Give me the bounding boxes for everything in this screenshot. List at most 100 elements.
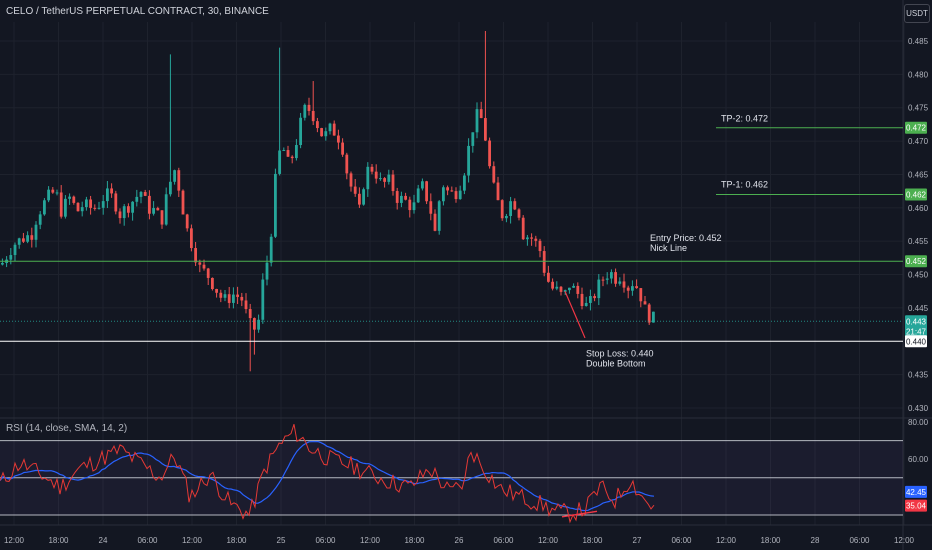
candle-body xyxy=(635,286,638,289)
candle-body xyxy=(467,145,470,176)
stop-tag: 0.440 xyxy=(906,337,927,346)
stop-sublabel: Double Bottom xyxy=(586,358,646,368)
time-tick: 12:00 xyxy=(894,536,915,545)
candle-body xyxy=(328,123,332,132)
candle-body xyxy=(471,132,475,146)
time-tick: 18:00 xyxy=(48,536,69,545)
candle-body xyxy=(173,170,176,182)
rsi-line xyxy=(0,424,655,524)
time-tick: 12:00 xyxy=(4,536,25,545)
entry-sublabel: Nick Line xyxy=(650,243,687,253)
candle-body xyxy=(563,290,567,292)
candle-body xyxy=(101,201,105,208)
candle-body xyxy=(152,208,155,214)
candle-body xyxy=(286,150,290,157)
candle-body xyxy=(244,300,248,310)
candle-body xyxy=(458,190,462,200)
candle-body xyxy=(404,195,407,200)
rsi-sma-tag-bg xyxy=(905,485,927,498)
candle-body xyxy=(139,192,143,197)
countdown-tag: 21:47 xyxy=(906,327,927,336)
candle-body xyxy=(13,244,17,256)
candle-body xyxy=(454,191,458,200)
candle-body xyxy=(122,206,126,219)
candle-body xyxy=(597,279,601,299)
candle-body xyxy=(156,208,160,211)
tp1-tag-bg xyxy=(905,188,927,201)
candle-body xyxy=(185,214,189,229)
candle-body xyxy=(160,210,164,225)
candle-body xyxy=(521,217,525,240)
rsi-sma-tag: 42.45 xyxy=(906,488,927,497)
candle-body xyxy=(93,207,97,209)
tp2-tag-bg xyxy=(905,121,927,134)
time-tick: 28 xyxy=(811,536,820,545)
candle-body xyxy=(408,199,412,211)
candle-body xyxy=(227,294,231,303)
candle-body xyxy=(551,281,554,289)
price-tick: 0.480 xyxy=(908,70,929,79)
candle-body xyxy=(190,228,193,249)
candle-body xyxy=(349,173,353,187)
symbol-title: CELO / TetherUS PERPETUAL CONTRACT, 30, … xyxy=(6,6,269,17)
candle-body xyxy=(593,296,596,299)
price-tick: 0.475 xyxy=(908,104,929,113)
candle-body xyxy=(631,286,634,291)
candle-body xyxy=(30,235,34,240)
candle-body xyxy=(526,237,529,240)
candle-body xyxy=(505,215,508,219)
candle-body xyxy=(127,206,130,213)
candle-body xyxy=(450,190,454,192)
candle-body xyxy=(513,201,517,210)
candle-body xyxy=(223,294,227,298)
candle-body xyxy=(59,192,63,217)
candle-body xyxy=(311,110,315,122)
candle-body xyxy=(391,174,395,192)
entry-label: Entry Price: 0.452 xyxy=(650,233,722,243)
candle-body xyxy=(358,193,361,205)
candle-body xyxy=(169,181,172,195)
price-axis[interactable]: 0.485 0.480 0.475 0.470 0.465 0.460 0.455 0.450… xyxy=(905,37,929,413)
candle-body xyxy=(559,286,563,292)
candle-body xyxy=(72,196,76,203)
currency-button[interactable]: USDT xyxy=(904,4,930,23)
candle-body xyxy=(43,200,46,215)
time-axis[interactable]: 12:00 18:00 24 06:00 12:00 18:00 25 06:00 12:00 1… xyxy=(0,524,932,545)
candle-body xyxy=(580,293,584,306)
candle-body xyxy=(211,277,214,290)
candle-body xyxy=(353,186,357,194)
candle-body xyxy=(76,202,80,212)
rsi-tick: 80.00 xyxy=(908,418,929,427)
candle-body xyxy=(475,109,479,133)
current-tag-bg xyxy=(905,315,927,338)
time-tick: 12:00 xyxy=(182,536,203,545)
price-tick: 0.485 xyxy=(908,37,929,46)
current-price-tag: 0.443 xyxy=(906,317,927,326)
candle-body xyxy=(316,121,319,129)
candle-body xyxy=(639,288,643,302)
candle-body xyxy=(64,198,67,217)
candle-body xyxy=(429,201,433,214)
candle-body xyxy=(219,292,223,298)
candle-body xyxy=(576,285,580,294)
candle-body xyxy=(626,287,630,291)
time-tick: 12:00 xyxy=(360,536,381,545)
candle-body xyxy=(269,236,273,263)
candle-body xyxy=(148,195,151,214)
candle-body xyxy=(337,135,340,143)
candle-body xyxy=(463,175,466,191)
candle-body xyxy=(400,195,403,203)
candle-body xyxy=(89,199,92,208)
candle-body xyxy=(177,170,181,191)
candle-body xyxy=(395,191,399,203)
candle-body xyxy=(202,264,206,269)
time-tick: 18:00 xyxy=(404,536,425,545)
price-tick: 0.460 xyxy=(908,204,929,213)
candle-body xyxy=(320,128,323,137)
candle-body xyxy=(442,187,445,202)
candle-body xyxy=(614,272,617,284)
candle-body xyxy=(509,201,512,216)
stop-tag-bg xyxy=(905,335,927,348)
